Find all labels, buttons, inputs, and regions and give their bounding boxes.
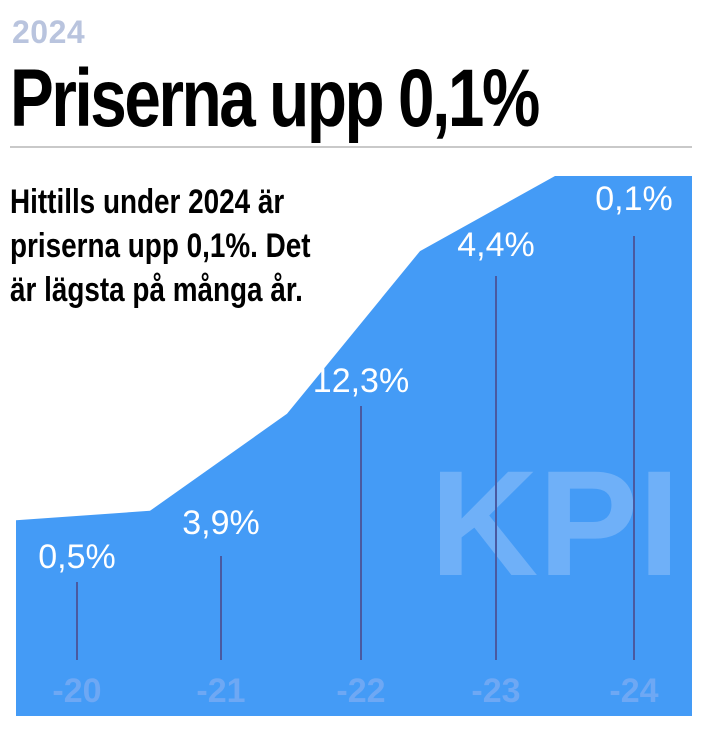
kpi-watermark: KPI	[430, 439, 680, 607]
x-tick-label-1: -20	[52, 672, 101, 710]
value-label-2: 3,9%	[182, 504, 260, 542]
value-label-1: 0,5%	[38, 538, 116, 576]
year-label: 2024	[12, 14, 86, 50]
intro-text: Hittills under 2024 är priserna upp 0,1%…	[10, 180, 311, 312]
kpi-area	[16, 176, 692, 716]
x-tick-label-4: -23	[471, 672, 520, 710]
intro-line-2: priserna upp 0,1%. Det	[10, 227, 311, 265]
intro-line-3: är lägsta på många år.	[10, 271, 303, 309]
value-label-3: 12,3%	[313, 362, 409, 400]
value-label-5: 0,1%	[595, 180, 673, 218]
headline: Priserna upp 0,1%	[10, 53, 540, 144]
divider	[10, 146, 692, 148]
intro-line-1: Hittills under 2024 är	[10, 183, 285, 221]
x-tick-label-3: -22	[336, 672, 385, 710]
x-tick-label-2: -21	[196, 672, 245, 710]
x-tick-label-5: -24	[609, 672, 658, 710]
value-label-4: 4,4%	[457, 226, 535, 264]
